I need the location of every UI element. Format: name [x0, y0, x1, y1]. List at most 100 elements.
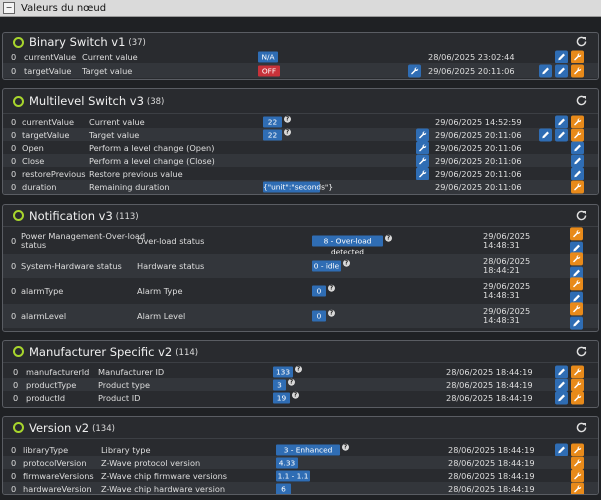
settings-button[interactable] — [571, 391, 584, 405]
settings-button[interactable] — [571, 378, 584, 391]
configure-button[interactable] — [408, 64, 421, 77]
help-icon[interactable]: ? — [343, 259, 350, 267]
help-icon[interactable]: ? — [328, 309, 335, 317]
edit-button[interactable] — [555, 64, 568, 77]
configure-button[interactable] — [416, 128, 429, 141]
help-icon[interactable]: ? — [295, 365, 302, 373]
table-row: 0 System-Hardware status Hardware status… — [3, 252, 598, 280]
wrench-icon — [573, 66, 582, 75]
settings-button[interactable] — [571, 456, 584, 469]
manufacturer-specific-panel: Manufacturer Specific v2 (114) 0 manufac… — [2, 340, 599, 408]
refresh-icon[interactable] — [575, 209, 588, 222]
pencil-icon — [557, 367, 566, 376]
instance-index: 0 — [11, 116, 17, 127]
configure-button[interactable] — [416, 141, 429, 154]
settings-button[interactable] — [571, 50, 584, 63]
instance-index: 0 — [11, 236, 17, 246]
edit-button[interactable] — [570, 266, 583, 280]
status-ring-icon — [13, 210, 24, 221]
binary-switch-header: Binary Switch v1 (37) — [3, 33, 598, 51]
instance-index: 0 — [11, 483, 17, 494]
wrench-icon — [572, 229, 581, 238]
table-row: 0 Open Perform a level change (Open) 29/… — [3, 141, 598, 154]
configure-button[interactable] — [416, 154, 429, 167]
settings-button[interactable] — [571, 115, 584, 128]
instance-index: 0 — [11, 311, 17, 321]
updated-date-line2: 14:48:31 — [483, 290, 520, 300]
wrench-icon — [418, 169, 427, 178]
instance-index: 0 — [11, 286, 17, 296]
help-icon[interactable]: ? — [342, 443, 349, 451]
wrench-icon — [573, 458, 582, 467]
edit-button[interactable] — [571, 167, 584, 180]
settings-button[interactable] — [571, 482, 584, 494]
settings-button[interactable] — [571, 365, 584, 378]
settings-button[interactable] — [571, 469, 584, 482]
value-label: Z-Wave chip firmware versions — [101, 470, 228, 481]
settings-button[interactable] — [571, 64, 584, 77]
refresh-icon[interactable] — [575, 421, 588, 434]
refresh-icon[interactable] — [575, 35, 588, 48]
settings-button[interactable] — [571, 443, 584, 456]
panel-title: Binary Switch v1 — [29, 35, 126, 49]
settings-button[interactable] — [571, 180, 584, 194]
minus-icon[interactable]: − — [3, 2, 15, 14]
help-icon[interactable]: ? — [385, 234, 392, 242]
value-label: Over-load status — [137, 236, 205, 246]
value-name: alarmLevel — [21, 311, 67, 321]
help-icon[interactable]: ? — [288, 378, 295, 386]
version-header: Version v2 (134) — [3, 417, 598, 439]
table-row: 0 firmwareVersions Z-Wave chip firmware … — [3, 469, 598, 482]
edit-button[interactable] — [555, 391, 568, 405]
settings-button[interactable] — [570, 227, 583, 241]
multilevel-switch-header: Multilevel Switch v3 (38) — [3, 89, 598, 114]
edit-button[interactable] — [555, 378, 568, 391]
value-name: productId — [26, 393, 66, 403]
table-row: 0 libraryType Library type 3 - Enhanced … — [3, 443, 598, 465]
help-icon[interactable]: ? — [284, 128, 291, 136]
settings-button[interactable] — [571, 128, 584, 141]
edit-button[interactable] — [555, 50, 568, 63]
updated-date: 28/06/2025 18:44:21 — [483, 257, 530, 275]
table-row: 0 targetValue Target value 22 ? 29/06/20… — [3, 128, 598, 141]
edit-button[interactable] — [571, 154, 584, 167]
value-label: Perform a level change (Open) — [89, 142, 215, 153]
updated-date: 29/06/2025 20:11:06 — [435, 168, 522, 179]
refresh-icon[interactable] — [575, 94, 588, 107]
edit-button[interactable] — [570, 291, 583, 305]
instance-index: 0 — [11, 155, 17, 166]
wrench-icon — [573, 445, 582, 454]
edit-button[interactable] — [570, 241, 583, 255]
configure-button[interactable] — [416, 167, 429, 180]
value-label: Manufacturer ID — [98, 366, 165, 377]
value-name: duration — [22, 182, 57, 192]
settings-button[interactable] — [570, 277, 583, 291]
edit-button[interactable] — [570, 316, 583, 330]
help-icon[interactable]: ? — [292, 391, 299, 399]
pencil-icon — [557, 130, 566, 139]
edit-button[interactable] — [539, 64, 552, 77]
help-icon[interactable]: ? — [284, 115, 291, 123]
value-name-line2: status — [21, 240, 47, 250]
edit-button[interactable] — [555, 115, 568, 128]
edit-button[interactable] — [555, 443, 568, 456]
refresh-icon[interactable] — [575, 345, 588, 358]
edit-button[interactable] — [539, 128, 552, 141]
settings-button[interactable] — [570, 252, 583, 266]
settings-button[interactable] — [570, 302, 583, 316]
edit-button[interactable] — [555, 365, 568, 378]
pencil-icon — [557, 394, 566, 403]
instance-index: 0 — [11, 457, 17, 468]
pencil-icon — [572, 269, 581, 278]
panel-title: Notification v3 — [29, 208, 113, 223]
table-row: 0 currentValue Current value N/A 28/06/2… — [3, 50, 598, 63]
edit-button[interactable] — [555, 128, 568, 141]
value-label: Library type — [101, 444, 151, 455]
updated-date: 29/06/2025 20:11:06 — [428, 65, 515, 76]
edit-button[interactable] — [571, 141, 584, 154]
updated-date: 29/06/2025 14:48:31 — [483, 307, 530, 325]
value-label: Alarm Type — [137, 286, 183, 296]
multilevel-switch-panel: Multilevel Switch v3 (38) 0 currentValue… — [2, 88, 599, 195]
table-row: 0 Close Perform a level change (Close) 2… — [3, 154, 598, 167]
help-icon[interactable]: ? — [328, 284, 335, 292]
